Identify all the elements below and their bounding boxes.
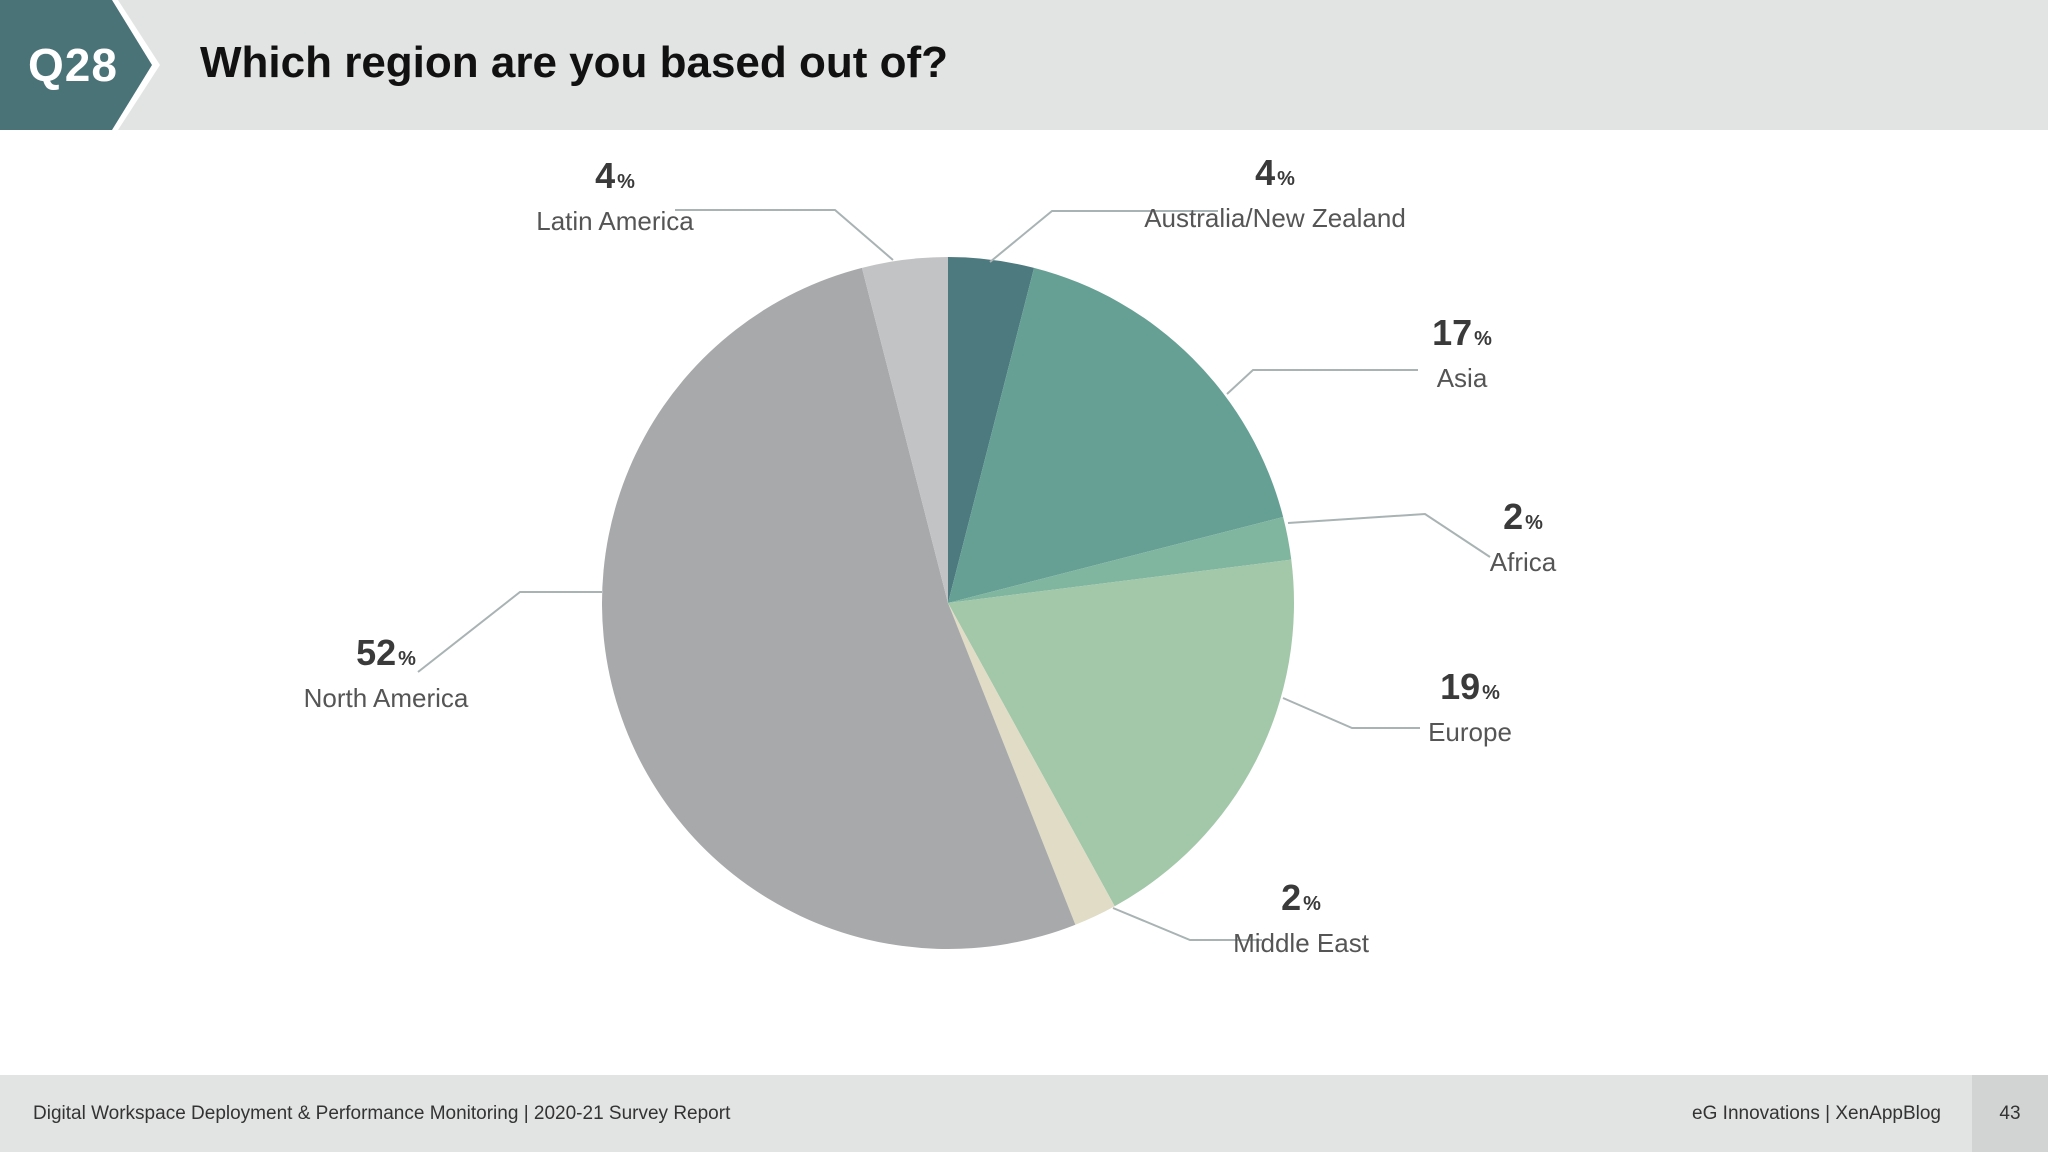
category-label-asia: Asia — [1437, 363, 1488, 393]
category-label-latin-america: Latin America — [536, 206, 694, 236]
question-badge: Q28 — [0, 0, 165, 130]
category-label-north-america: North America — [304, 683, 469, 713]
leader-line-europe — [1282, 697, 1420, 729]
question-title: Which region are you based out of? — [200, 38, 949, 87]
value-label-north-america: 52% — [356, 632, 416, 673]
value-label-middle-east: 2% — [1281, 877, 1321, 918]
pie-slice-asia — [948, 267, 1284, 603]
question-number: Q28 — [28, 39, 118, 91]
pie-slice-australia-new-zealand — [948, 257, 1035, 603]
leader-line-asia — [1226, 369, 1418, 395]
page-number-box: 43 — [1972, 1075, 2048, 1152]
leader-line-latin-america — [675, 209, 894, 261]
leader-line-middle-east — [1112, 907, 1262, 941]
badge-chevron-shape — [0, 0, 160, 130]
category-label-africa: Africa — [1490, 547, 1557, 577]
value-label-africa: 2% — [1503, 496, 1543, 537]
value-label-australia-new-zealand: 4% — [1255, 152, 1295, 193]
page-number: 43 — [1999, 1103, 2021, 1124]
value-label-europe: 19% — [1440, 666, 1500, 707]
leader-line-north-america — [417, 591, 602, 673]
value-label-latin-america: 4% — [595, 155, 635, 196]
report-title: Digital Workspace Deployment & Performan… — [33, 1103, 731, 1124]
pie-slice-africa — [948, 516, 1292, 603]
leader-line-africa — [1287, 512, 1491, 558]
pie-chart: 4 % Australia/New Zealand 17 % Asia 2 % Africa 19… — [304, 152, 1557, 958]
category-label-europe: Europe — [1428, 717, 1512, 747]
header-bar: Q28 Which region are you based out of? — [0, 0, 2048, 130]
pie-slice-north-america — [601, 267, 1076, 950]
footer-bar: Digital Workspace Deployment & Performan… — [0, 1075, 2048, 1152]
pie-slice-europe — [948, 559, 1294, 907]
category-label-australia-new-zealand: Australia/New Zealand — [1144, 203, 1406, 233]
pie-slice-middle-east — [948, 603, 1115, 925]
brand-credits: eG Innovations | XenAppBlog — [1692, 1103, 1941, 1124]
category-label-middle-east: Middle East — [1233, 928, 1370, 958]
value-label-asia: 17% — [1432, 312, 1492, 353]
pie-slice-latin-america — [861, 257, 948, 603]
leader-line-australia-new-zealand — [989, 210, 1218, 263]
